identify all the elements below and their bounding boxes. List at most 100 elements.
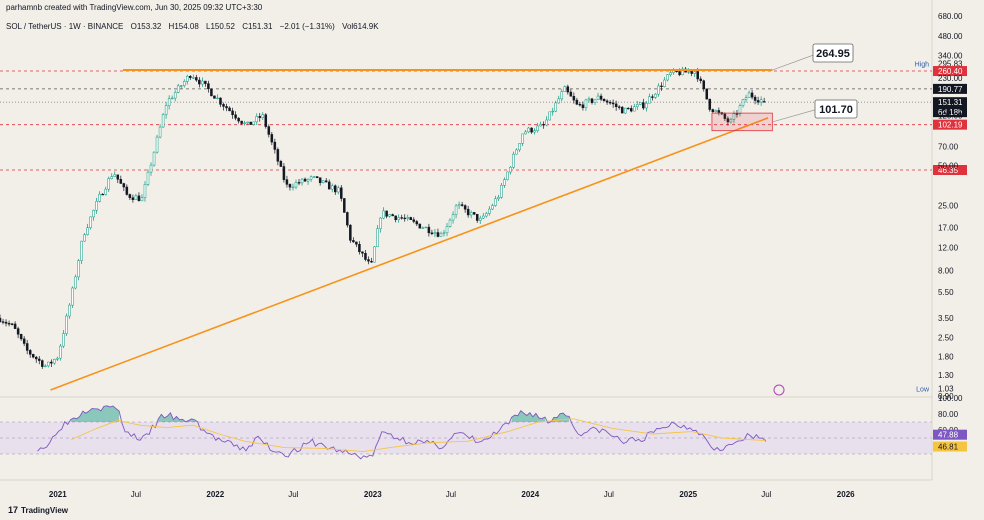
candle-body xyxy=(312,176,316,178)
level-tag xyxy=(933,83,967,94)
tradingview-brand: 17 TradingView xyxy=(8,505,68,515)
candle-body xyxy=(636,104,639,108)
candle-body xyxy=(219,97,222,105)
candle-body xyxy=(25,343,29,351)
candle-body xyxy=(587,98,591,101)
candle-body xyxy=(379,217,382,229)
rsi-value-label: 47.88 xyxy=(938,431,959,440)
candle-body xyxy=(451,214,455,221)
rsi-ma-label: 46.81 xyxy=(938,443,959,452)
candle-body xyxy=(261,114,265,118)
level-tag-text: Low xyxy=(916,386,930,393)
price-tick-label: 25.00 xyxy=(938,201,959,210)
candle-body xyxy=(572,96,576,101)
candle-body xyxy=(53,359,56,364)
level-value-label: 46.35 xyxy=(938,166,959,175)
candle-body xyxy=(149,164,153,173)
candle-body xyxy=(309,176,313,180)
price-tick-label: 2.50 xyxy=(938,333,954,342)
candle-body xyxy=(385,210,388,217)
candle-body xyxy=(424,226,428,229)
candle-body xyxy=(663,79,666,87)
candle-body xyxy=(228,107,231,112)
candle-body xyxy=(204,80,207,84)
candle-body xyxy=(488,208,491,214)
price-tick-label: 17.00 xyxy=(938,224,959,233)
price-tick-label: 12.00 xyxy=(938,243,959,252)
candle-body xyxy=(195,77,198,81)
price-tick-label: 3.50 xyxy=(938,314,954,323)
drawings[interactable]: 264.95 101.70 xyxy=(50,43,858,396)
candle-body xyxy=(578,104,582,106)
candle-body xyxy=(762,101,766,103)
candle-body xyxy=(276,149,280,162)
candle-body xyxy=(418,223,422,229)
candle-body xyxy=(714,110,718,113)
candle-body xyxy=(7,323,11,325)
candle-body xyxy=(630,108,633,112)
candle-body xyxy=(626,107,630,110)
candle-body xyxy=(409,217,413,220)
level-value-label: 1.03 xyxy=(938,384,954,393)
candle-body xyxy=(62,333,65,347)
candle-body xyxy=(400,217,403,219)
candle-body xyxy=(346,212,349,226)
candle-body xyxy=(557,98,561,104)
candle-body xyxy=(189,76,192,79)
grid xyxy=(0,0,933,481)
candle-body xyxy=(439,233,443,237)
candle-body xyxy=(107,178,110,190)
candle-body xyxy=(134,195,138,200)
candle-body xyxy=(176,85,180,93)
candle-body xyxy=(367,259,370,262)
candle-body xyxy=(497,197,500,200)
time-tick-label: Jul xyxy=(604,490,614,499)
price-tick-label: 480.00 xyxy=(938,32,963,41)
candle-body xyxy=(264,114,268,127)
candle-body xyxy=(146,171,150,185)
candle-body xyxy=(270,134,274,143)
candles xyxy=(0,66,766,369)
author-line: parhamnb created with TradingView.com, J… xyxy=(6,3,263,12)
volume-value: Vol614.9K xyxy=(342,22,379,31)
candle-body xyxy=(430,232,434,235)
ohlc-header: SOL / TetherUS · 1W · BINANCE O153.32 H1… xyxy=(6,22,384,31)
level-value-label: 295.83 xyxy=(938,60,963,69)
candle-body xyxy=(584,99,588,109)
price-tick-label: 5.50 xyxy=(938,288,954,297)
candle-body xyxy=(4,321,8,324)
candle-body xyxy=(726,118,730,123)
candle-body xyxy=(611,102,615,105)
level-tag-text: High xyxy=(915,62,930,69)
candle-body xyxy=(581,104,585,109)
candle-body xyxy=(542,124,545,126)
candle-body xyxy=(442,232,446,234)
rsi-ma-tag xyxy=(933,441,967,452)
candle-body xyxy=(207,83,210,90)
time-tick-label: 2023 xyxy=(364,490,382,499)
candle-body xyxy=(125,186,129,195)
candle-body xyxy=(34,356,38,360)
price-tick-label: 70.00 xyxy=(938,142,959,151)
price-tick-label: 680.00 xyxy=(938,12,963,21)
candle-body xyxy=(315,176,319,178)
candle-body xyxy=(551,110,554,113)
candle-body xyxy=(143,184,147,198)
time-tick-label: Jul xyxy=(446,490,456,499)
candle-body xyxy=(104,188,107,195)
candle-body xyxy=(693,71,696,74)
candle-body xyxy=(116,174,120,180)
symbol-label[interactable]: SOL / TetherUS · 1W · BINANCE xyxy=(6,22,124,31)
candle-body xyxy=(173,92,177,99)
candle-body xyxy=(122,183,126,188)
candle-body xyxy=(599,95,603,100)
resistance-callout-box xyxy=(812,43,854,63)
candle-body xyxy=(249,121,252,125)
candle-body xyxy=(140,197,144,202)
candle-body xyxy=(729,119,733,123)
rsi-tick-label: 80.00 xyxy=(938,410,959,419)
price-tick-label: 50.00 xyxy=(938,162,959,171)
time-tick-label: 2021 xyxy=(49,490,67,499)
candle-body xyxy=(382,210,385,219)
